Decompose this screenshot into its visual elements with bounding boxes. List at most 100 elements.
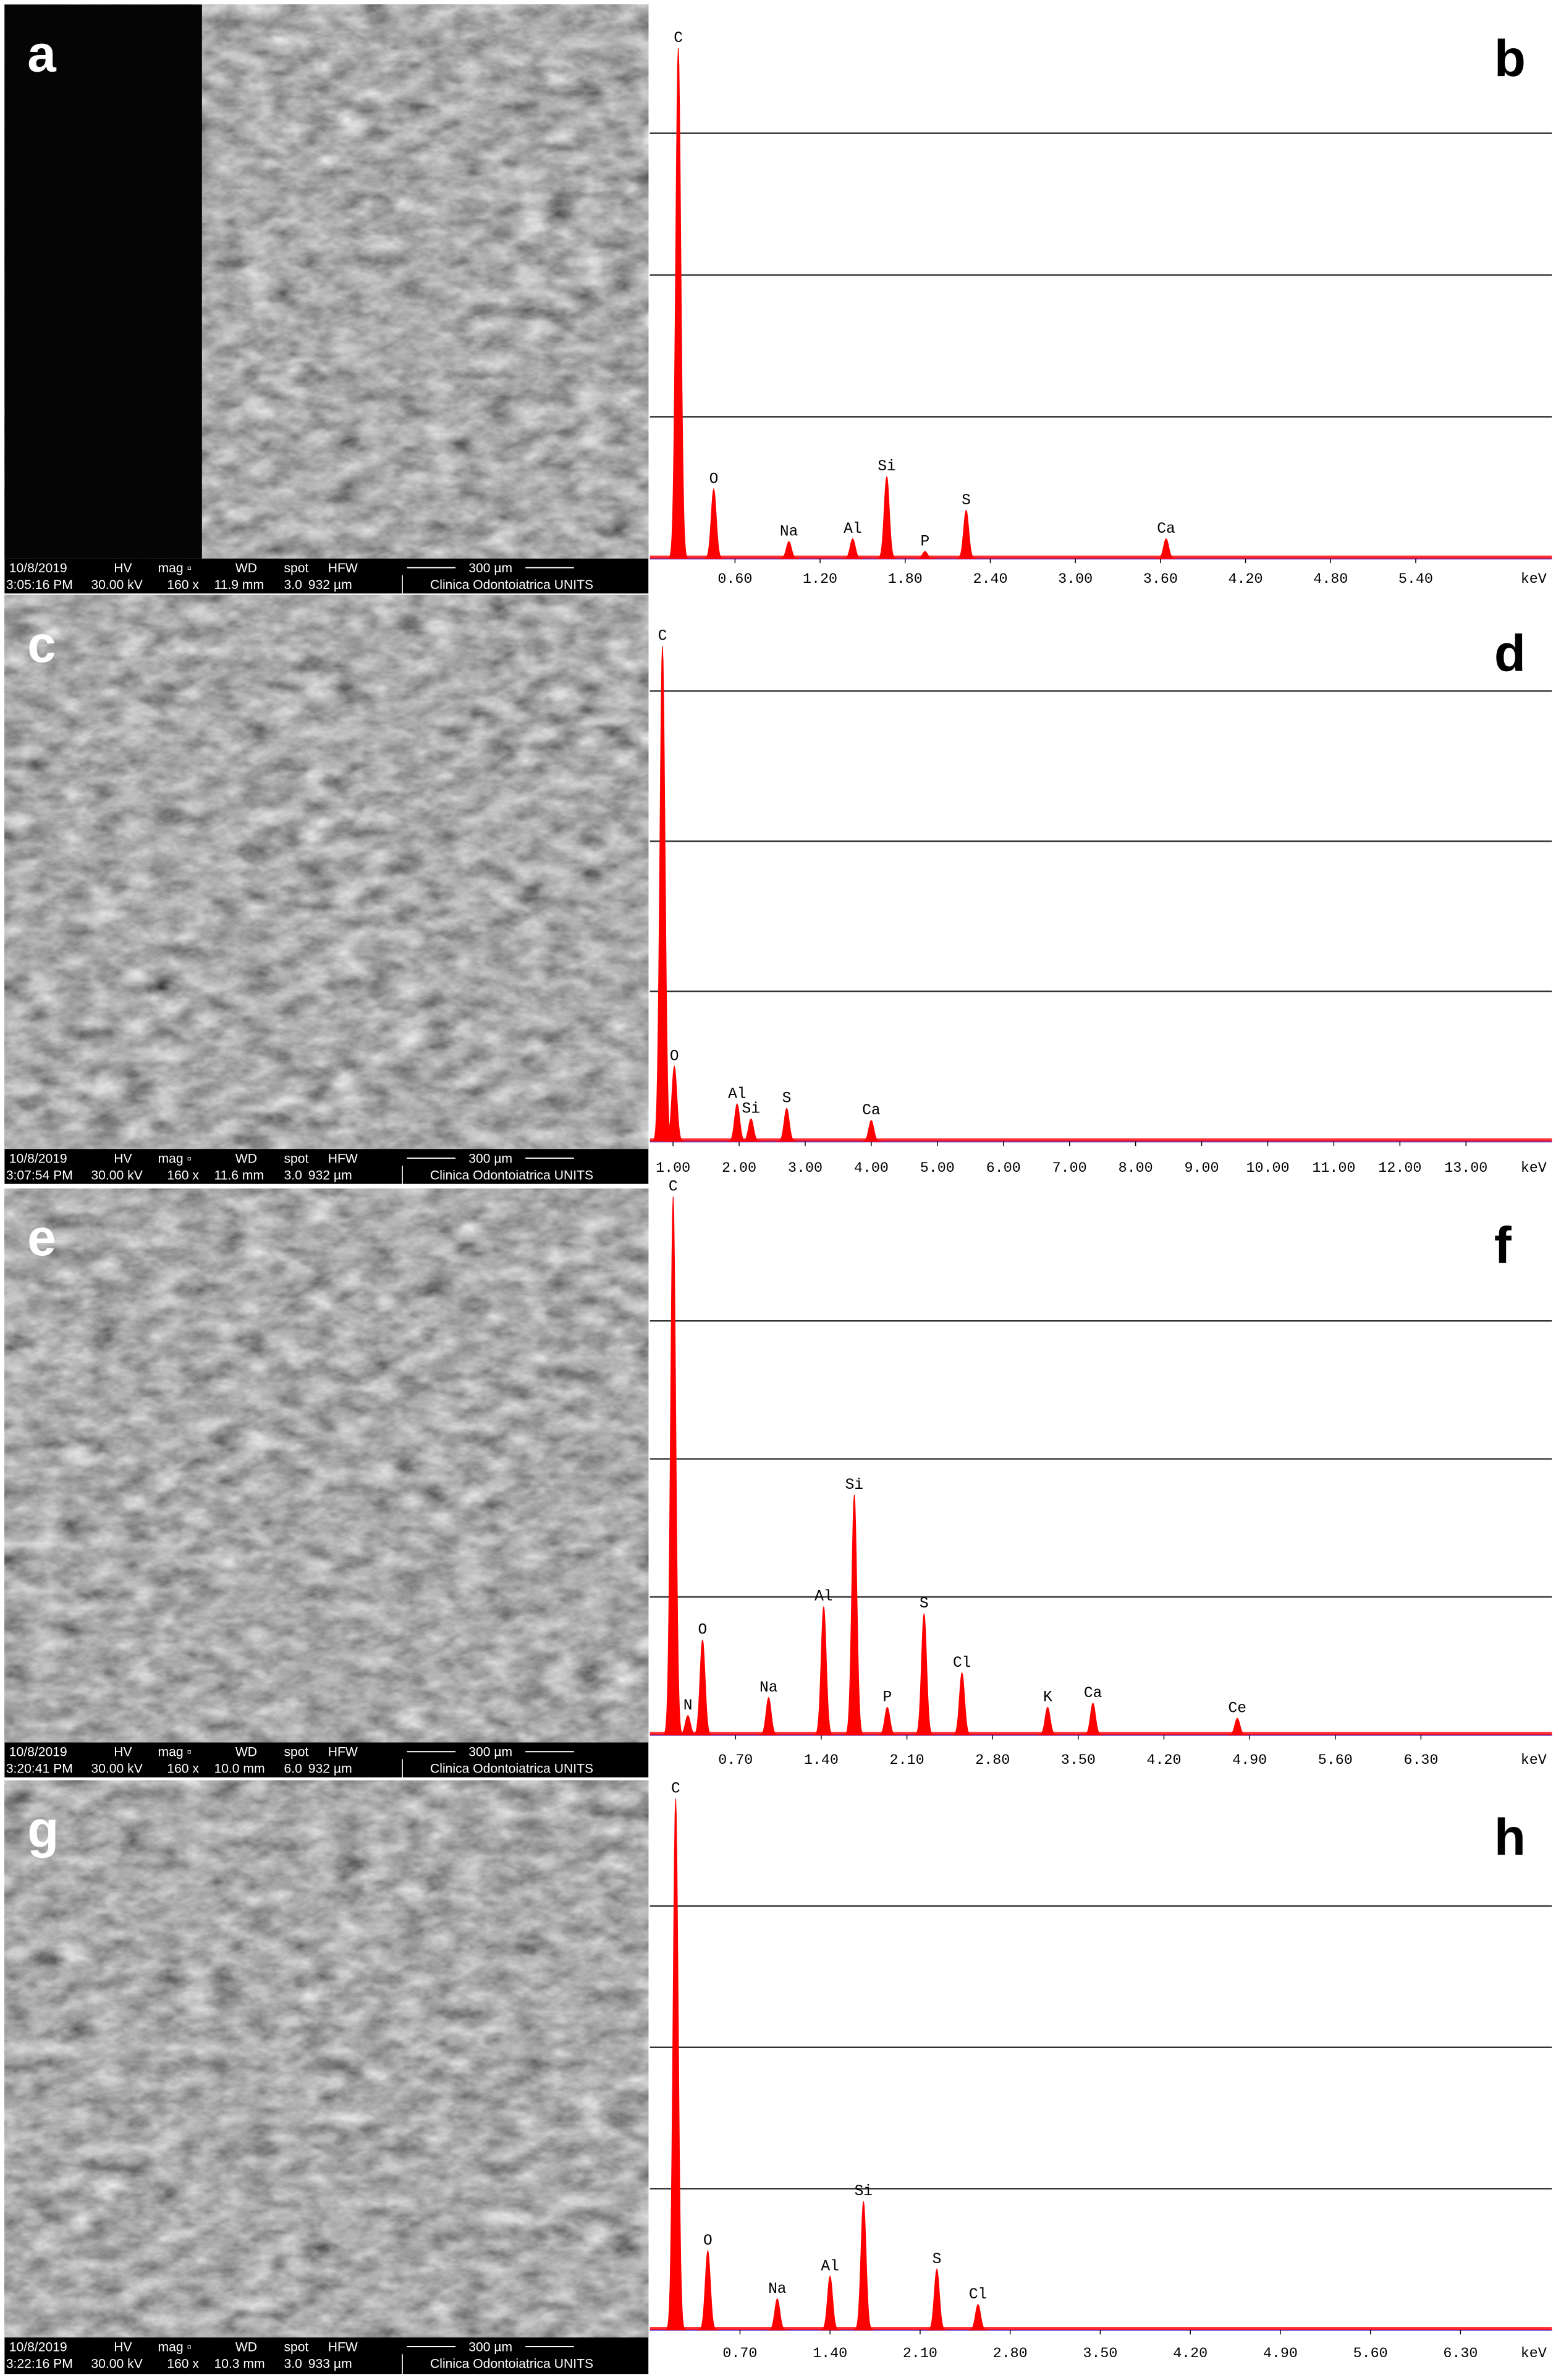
info-text: 30.00 kV bbox=[91, 2357, 142, 2371]
peak-label: P bbox=[921, 534, 930, 551]
info-text: Clinica Odontoiatrica UNITS bbox=[430, 578, 593, 592]
info-bar bbox=[4, 2337, 649, 2374]
info-bar bbox=[4, 558, 649, 594]
x-tick-label: 1.40 bbox=[804, 1753, 839, 1769]
peak-label: Si bbox=[878, 459, 895, 475]
peak-label: S bbox=[933, 2251, 942, 2268]
peak bbox=[665, 1798, 686, 2331]
x-tick-label: 10.00 bbox=[1246, 1161, 1289, 1177]
info-text: spot bbox=[284, 1151, 308, 1166]
info-text: 3.0 bbox=[284, 1168, 302, 1182]
peak-label: O bbox=[670, 1049, 679, 1065]
x-tick-label: 0.60 bbox=[717, 572, 752, 588]
peak-label: S bbox=[962, 493, 971, 509]
x-tick-label: 3.00 bbox=[1058, 572, 1093, 588]
peak-label: C bbox=[674, 30, 683, 47]
noise-floor bbox=[649, 555, 1552, 559]
x-tick-label: 5.40 bbox=[1398, 572, 1433, 588]
peak-label: P bbox=[883, 1690, 892, 1706]
peak-label: Ce bbox=[1229, 1701, 1246, 1717]
panel-letter: h bbox=[1494, 1808, 1526, 1866]
info-text: spot bbox=[284, 2340, 308, 2354]
x-tick-label: 9.00 bbox=[1185, 1161, 1219, 1177]
info-text: 30.00 kV bbox=[91, 1168, 142, 1182]
x-tick-label: 11.00 bbox=[1312, 1161, 1355, 1177]
info-text: 3.0 bbox=[284, 2357, 302, 2371]
x-tick-label: 4.90 bbox=[1263, 2346, 1298, 2362]
peak-label: Na bbox=[768, 2281, 786, 2298]
plot-area bbox=[649, 1187, 1552, 1735]
info-text: WD bbox=[235, 561, 257, 575]
info-text: HFW bbox=[328, 1151, 358, 1166]
info-text: mag ▫ bbox=[158, 561, 192, 575]
x-tick-label: 3.50 bbox=[1061, 1753, 1096, 1769]
peak-label: Ca bbox=[862, 1103, 880, 1119]
info-text: spot bbox=[284, 1745, 308, 1760]
x-tick-label: 7.00 bbox=[1052, 1161, 1087, 1177]
spectrum-chart: 0.70 1.40 2.10 2.80 3.50 4.20 4.90 5.60 6.30 keV C… bbox=[649, 1779, 1552, 2362]
micrograph-texture bbox=[4, 595, 649, 1150]
info-text: mag ▫ bbox=[158, 2340, 192, 2354]
peak-label: S bbox=[782, 1091, 792, 1107]
peak-label: Si bbox=[855, 2183, 873, 2200]
peak-label: Na bbox=[780, 523, 798, 540]
info-text: 300 µm bbox=[468, 1151, 512, 1166]
x-tick-label: 5.00 bbox=[920, 1161, 955, 1177]
info-text: HV bbox=[114, 2340, 132, 2354]
peak-label: Al bbox=[844, 521, 861, 538]
peak-label: Ca bbox=[1157, 521, 1175, 538]
x-axis-label: keV bbox=[1521, 2346, 1547, 2362]
peak-label: Cl bbox=[953, 1655, 971, 1672]
info-text: 10/8/2019 bbox=[9, 561, 67, 575]
info-text: 300 µm bbox=[468, 2340, 512, 2354]
micrograph: e 10/8/2019 HV mag ▫ WD spot HFW 300 µm 3:20:41 … bbox=[4, 1188, 649, 1777]
peak-label: O bbox=[698, 1622, 707, 1638]
info-text: 10/8/2019 bbox=[9, 2340, 67, 2354]
x-tick-label: 2.80 bbox=[993, 2346, 1028, 2362]
info-text: 160 x bbox=[167, 578, 199, 592]
info-text: 30.00 kV bbox=[91, 1762, 142, 1776]
spectrum-chart: 0.70 1.40 2.10 2.80 3.50 4.20 4.90 5.60 6.30 keV C… bbox=[649, 1179, 1552, 1769]
peak-label: O bbox=[709, 472, 719, 488]
x-tick-label: 1.40 bbox=[813, 2346, 847, 2362]
x-tick-label: 3.60 bbox=[1143, 572, 1178, 588]
x-axis-label: keV bbox=[1521, 1753, 1547, 1769]
info-text: HFW bbox=[328, 1745, 358, 1760]
info-text: 933 µm bbox=[308, 2357, 352, 2371]
peak-label: Si bbox=[742, 1101, 760, 1118]
peak-label: Na bbox=[759, 1680, 777, 1696]
x-tick-label: 4.20 bbox=[1146, 1753, 1181, 1769]
x-tick-label: 3.50 bbox=[1083, 2346, 1117, 2362]
peak-label: Si bbox=[845, 1477, 863, 1494]
panel-letter: g bbox=[27, 1800, 59, 1858]
peak-label: Al bbox=[728, 1086, 746, 1103]
info-text: 3:05:16 PM bbox=[6, 578, 73, 592]
info-text: 10/8/2019 bbox=[9, 1151, 67, 1166]
peak-label: S bbox=[920, 1596, 929, 1612]
panel-letter: e bbox=[27, 1208, 56, 1266]
x-tick-label: 12.00 bbox=[1378, 1161, 1421, 1177]
x-tick-label: 2.10 bbox=[903, 2346, 937, 2362]
peak-label: C bbox=[671, 1781, 680, 1798]
info-text: spot bbox=[284, 561, 308, 575]
panel-letter: f bbox=[1494, 1216, 1512, 1274]
plot-area bbox=[649, 0, 1552, 559]
micrograph-texture bbox=[4, 1780, 649, 2338]
micrograph: a 10/8/2019 HV mag ▫ WD spot HFW 300 µm 3:05:16 … bbox=[4, 4, 649, 594]
x-tick-label: 3.00 bbox=[788, 1161, 823, 1177]
info-text: 300 µm bbox=[468, 561, 512, 575]
peak bbox=[667, 48, 689, 559]
info-text: 932 µm bbox=[308, 1168, 352, 1182]
x-axis-label: keV bbox=[1521, 572, 1547, 588]
micrograph: g 10/8/2019 HV mag ▫ WD spot HFW 300 µm 3:22:16 … bbox=[4, 1780, 649, 2374]
info-text: 6.0 bbox=[284, 1762, 302, 1776]
info-text: 160 x bbox=[167, 1168, 199, 1182]
peak bbox=[844, 1494, 865, 1735]
info-text: Clinica Odontoiatrica UNITS bbox=[430, 2357, 593, 2371]
info-text: HFW bbox=[328, 561, 358, 575]
info-text: 160 x bbox=[167, 2357, 199, 2371]
panel-letter: b bbox=[1494, 29, 1526, 87]
info-text: 160 x bbox=[167, 1762, 199, 1776]
x-tick-label: 5.60 bbox=[1353, 2346, 1388, 2362]
